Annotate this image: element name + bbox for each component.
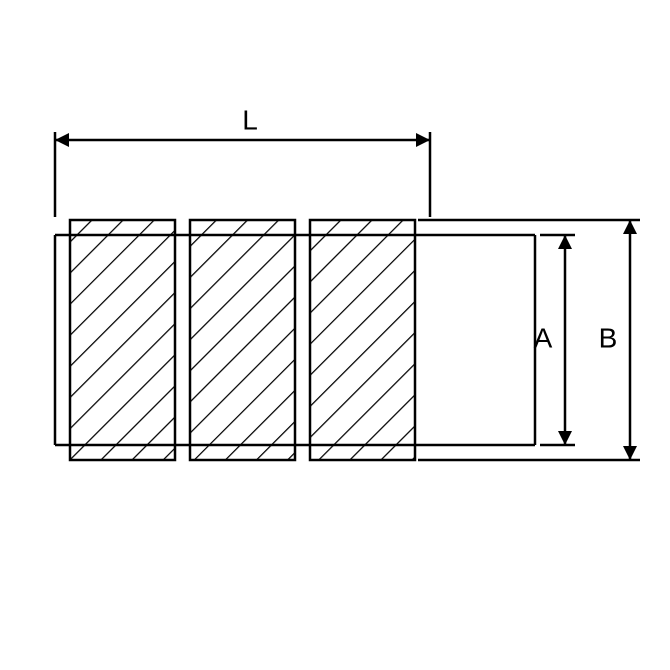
hatched-block-3 <box>310 220 415 460</box>
dim-label-B: B <box>599 322 618 353</box>
hatched-block-1 <box>70 220 175 460</box>
dim-label-L: L <box>242 104 258 135</box>
hatched-block-2 <box>190 220 295 460</box>
dim-label-A: A <box>534 322 553 353</box>
drawing-group: L A B <box>55 104 640 460</box>
technical-diagram: L A B <box>0 0 670 670</box>
